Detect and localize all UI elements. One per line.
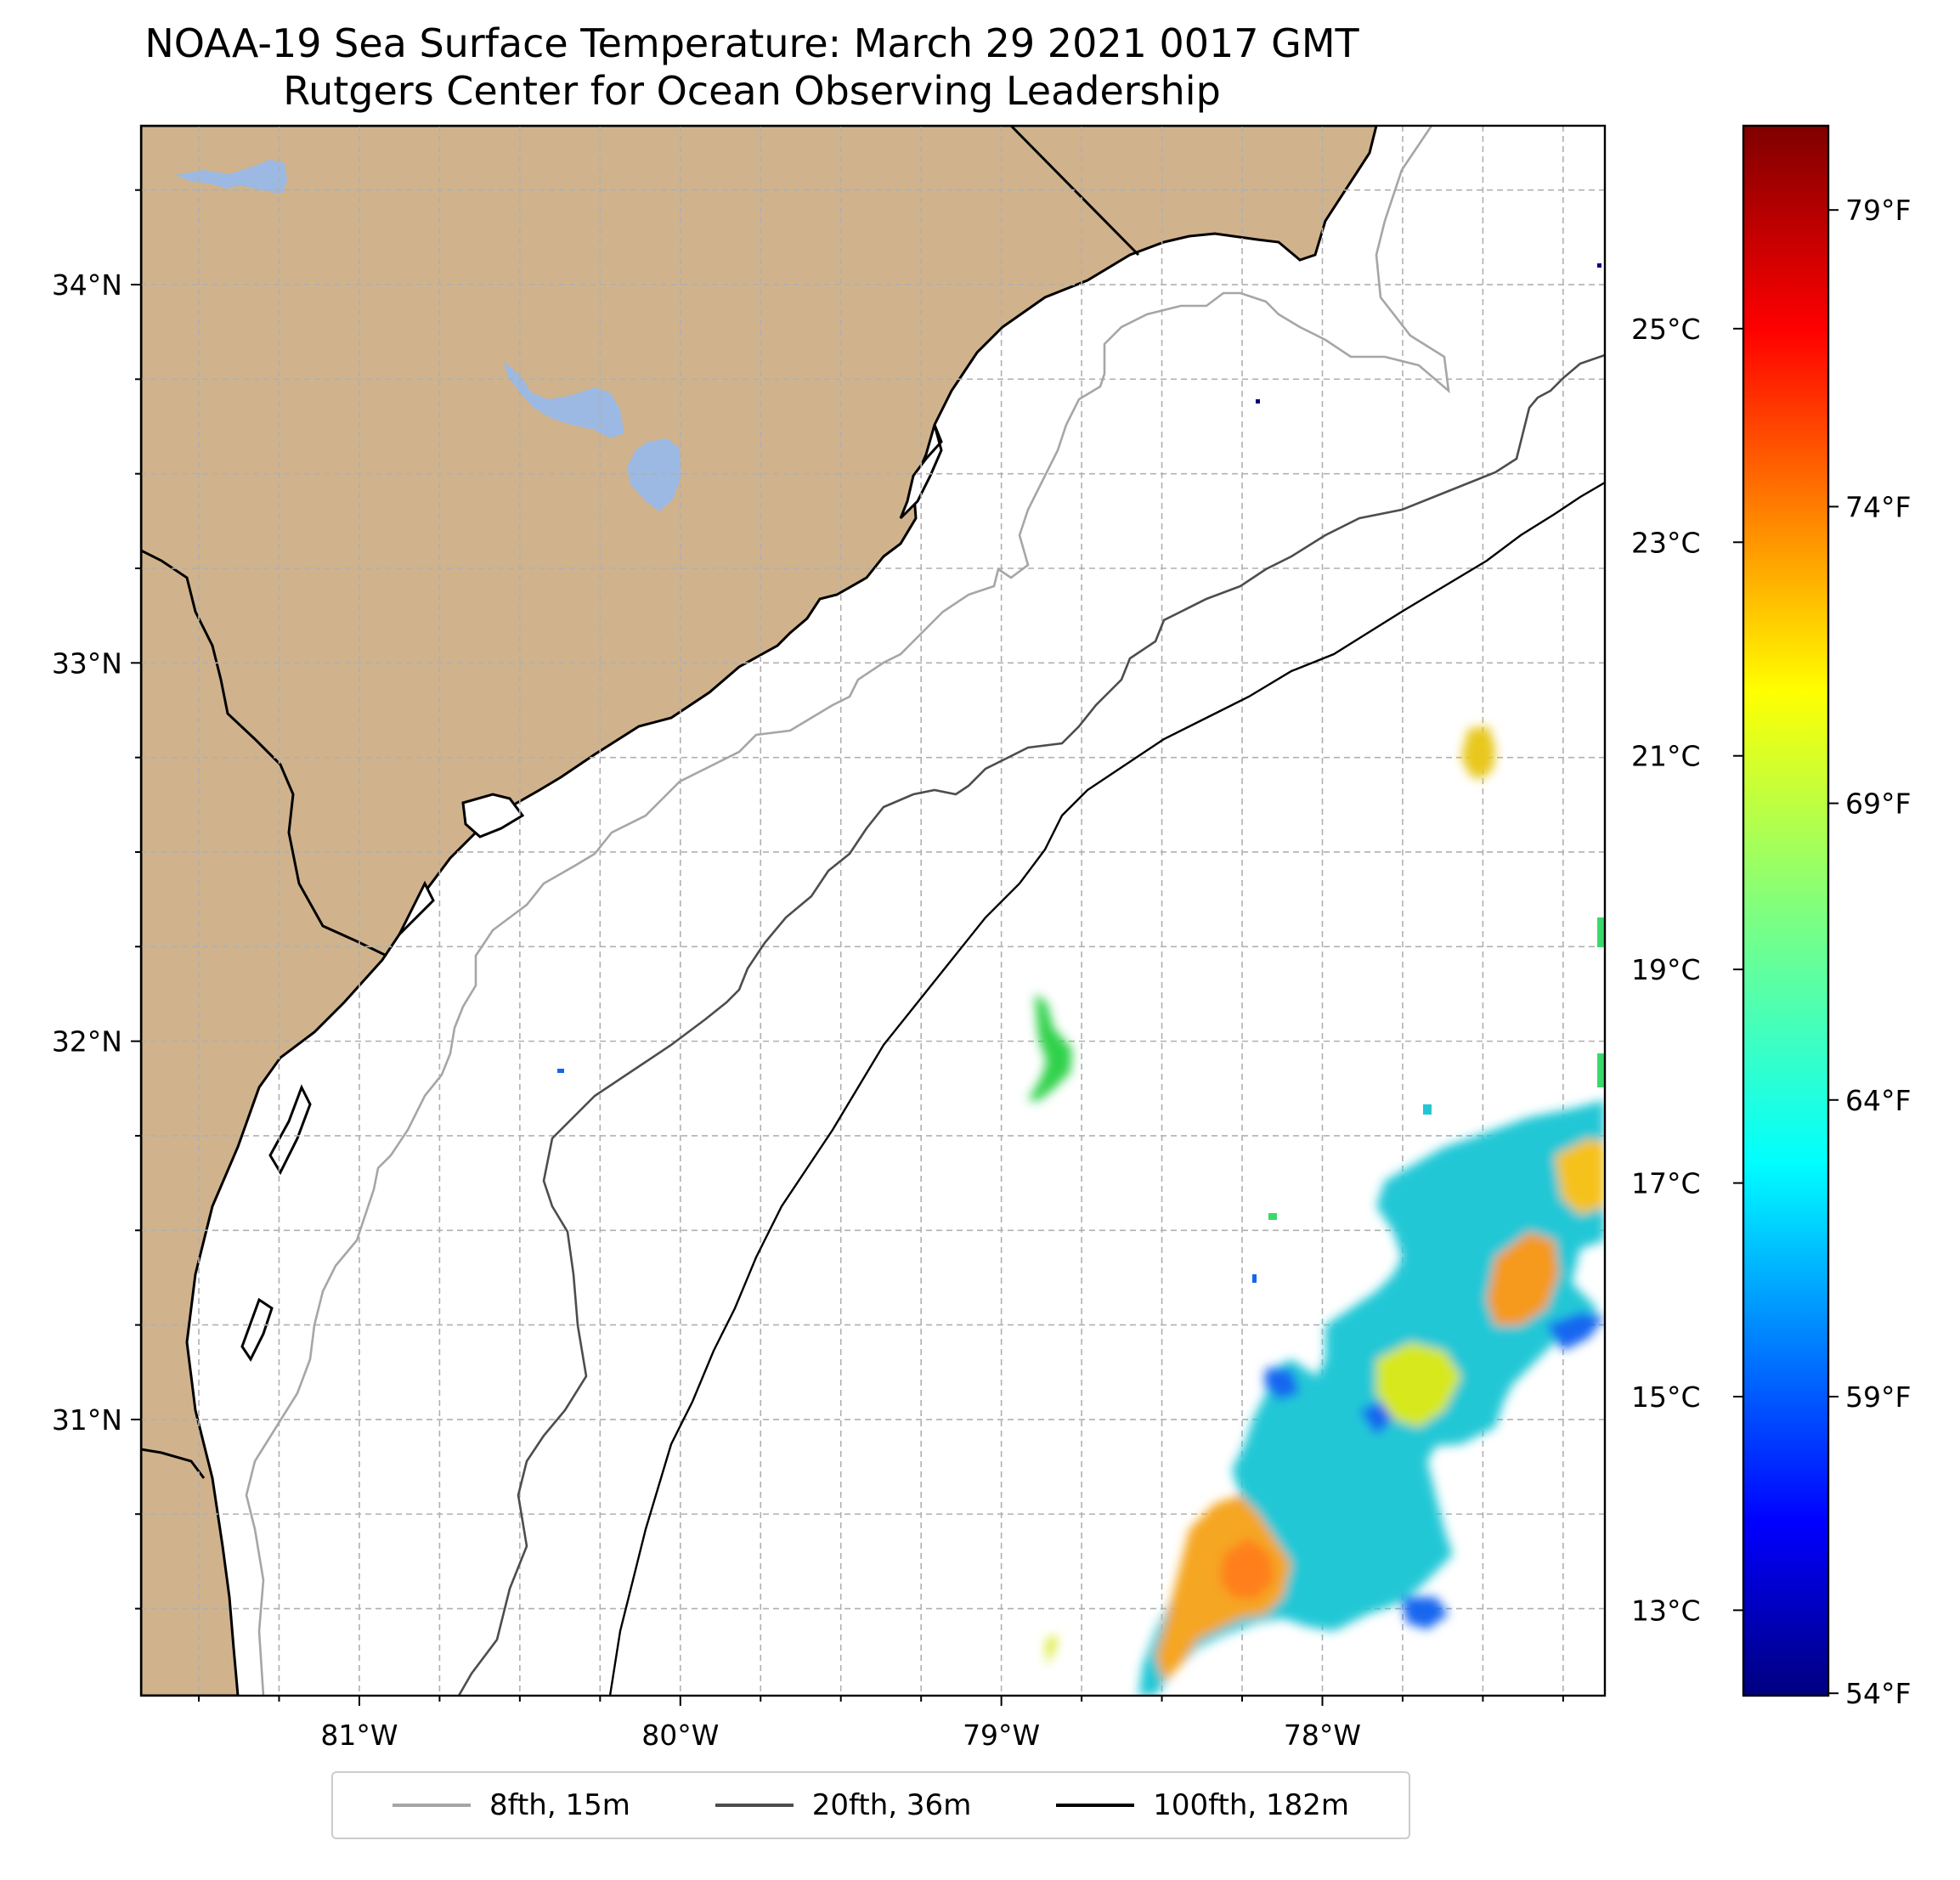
map-plot-area (141, 126, 1605, 1696)
fahrenheit-tick-label: 74°F (1845, 490, 1911, 523)
lon-tick-label: 79°W (963, 1719, 1040, 1752)
sst-patch-1 (1028, 994, 1072, 1101)
sst-dot-4 (1252, 1274, 1257, 1283)
map-frame (139, 124, 1607, 1697)
sst-patch-3-blue-3 (1402, 1597, 1449, 1629)
legend-swatch-100fth (1056, 1804, 1135, 1807)
contour-100fth (608, 481, 1605, 1696)
coastal-inlets (240, 424, 943, 1362)
map-title: NOAA-19 Sea Surface Temperature: March 2… (144, 20, 1359, 66)
lon-tick-label: 81°W (320, 1719, 398, 1752)
sst-patch-4 (1047, 1635, 1058, 1665)
fahrenheit-tick-label: 69°F (1845, 788, 1911, 821)
sst-patch-3-blue-2 (1264, 1368, 1300, 1400)
lakes (175, 160, 681, 511)
sst-dot-5 (1268, 1213, 1277, 1220)
sst-patch-3-warm (1155, 1495, 1291, 1682)
sst-patch-3-blue (1546, 1313, 1605, 1351)
legend-label-8fth: 8fth, 15m (489, 1788, 630, 1822)
contour-8fth (245, 126, 1450, 1696)
sst-patch-2 (1461, 726, 1495, 780)
fahrenheit-tick-label: 54°F (1845, 1677, 1911, 1710)
colorbar-fahrenheit-axis: 79°F 74°F 69°F 64°F 59°F 54°F (1828, 194, 1911, 1710)
lat-tick-label: 33°N (52, 646, 122, 680)
legend-swatch-8fth (392, 1804, 471, 1807)
lat-tick-label: 31°N (52, 1403, 122, 1437)
sst-patch-3-warm-2 (1220, 1538, 1274, 1599)
celsius-tick-label: 19°C (1631, 953, 1701, 986)
sst-dot-1 (1256, 399, 1260, 404)
contour-20fth (457, 353, 1605, 1696)
bathymetry-legend: 8fth, 15m 20fth, 36m 100fth, 182m (331, 1771, 1410, 1839)
sst-patch-3-blue-4 (1359, 1402, 1393, 1436)
land-mass (141, 126, 1378, 1696)
sst-patch-3-warm-4 (1555, 1138, 1605, 1215)
sst-patch-3-yellow (1376, 1342, 1461, 1427)
celsius-tick-label: 23°C (1631, 526, 1701, 559)
colorbar (1742, 124, 1830, 1697)
celsius-tick-label: 17°C (1631, 1167, 1701, 1200)
lat-tick-label: 32°N (52, 1025, 122, 1059)
legend-label-20fth: 20fth, 36m (811, 1788, 972, 1822)
fahrenheit-tick-label: 79°F (1845, 194, 1911, 227)
map-subtitle: Rutgers Center for Ocean Observing Leade… (283, 68, 1221, 114)
sst-patches (1028, 726, 1605, 1696)
sst-dot-6 (1597, 917, 1605, 947)
sst-dot-2 (1597, 263, 1601, 268)
legend-swatch-20fth (715, 1804, 794, 1807)
colorbar-celsius-axis: 25°C 23°C 21°C 19°C 17°C 15°C 13°C (1631, 313, 1743, 1627)
celsius-tick-label: 13°C (1631, 1594, 1701, 1627)
fahrenheit-tick-label: 59°F (1845, 1380, 1911, 1414)
lon-tick-label: 80°W (641, 1719, 719, 1752)
fahrenheit-tick-label: 64°F (1845, 1084, 1911, 1117)
lon-tick-label: 78°W (1284, 1719, 1361, 1752)
sst-dot-7 (1597, 1053, 1605, 1087)
sst-dot-3 (557, 1069, 564, 1073)
legend-label-100fth: 100fth, 182m (1153, 1788, 1350, 1822)
legend-item-8fth: 8fth, 15m (392, 1788, 630, 1822)
legend-item-100fth: 100fth, 182m (1056, 1788, 1349, 1822)
latitude-axis: 34°N 33°N 32°N 31°N (52, 189, 141, 1610)
longitude-axis: 81°W 80°W 79°W 78°W (198, 1696, 1564, 1752)
state-border-3 (141, 1448, 206, 1479)
sst-dot-8 (1423, 1104, 1432, 1115)
state-border-2 (141, 549, 387, 957)
celsius-tick-label: 15°C (1631, 1380, 1701, 1414)
sst-patch-3-warm-3 (1487, 1232, 1559, 1325)
lat-tick-label: 34°N (52, 268, 122, 302)
legend-item-20fth: 20fth, 36m (715, 1788, 972, 1822)
celsius-tick-label: 21°C (1631, 740, 1701, 773)
celsius-tick-label: 25°C (1631, 313, 1701, 346)
